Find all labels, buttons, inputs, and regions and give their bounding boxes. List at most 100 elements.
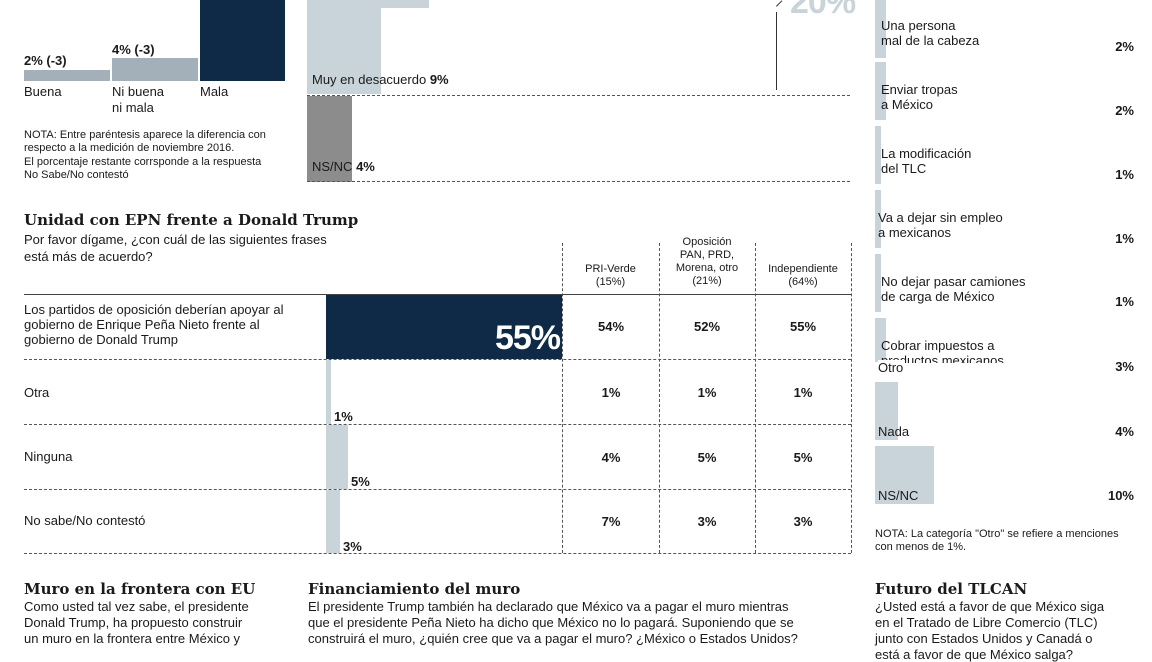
- table-top-rule: [24, 294, 851, 295]
- row-1-total-bar: [326, 295, 562, 359]
- row-4-label: No sabe/No contestó: [24, 513, 146, 528]
- row-2-total-bar: [326, 360, 331, 424]
- right-value-8: 4%: [1115, 424, 1134, 439]
- row-4-total-bar: [326, 490, 340, 553]
- divider-mid-1: [307, 95, 850, 96]
- row-1-oposicion: 52%: [693, 319, 721, 334]
- bar-buena-value: 2% (-3): [24, 53, 67, 68]
- row-2-independiente: 1%: [793, 385, 813, 400]
- right-value-7: 3%: [1115, 359, 1134, 374]
- tlc-text-1: ¿Usted está a favor de que México siga: [875, 599, 1105, 614]
- row-divider-2: [24, 424, 851, 425]
- right-bar-7: [875, 382, 898, 440]
- tlc-text-4: está a favor de que México salga?: [875, 647, 1074, 662]
- row-3-total-bar: [326, 425, 348, 489]
- tlc-text-3: junto con Estados Unidos y Canadá o: [875, 631, 1093, 646]
- right-item-2-b: a México: [881, 97, 934, 112]
- note-line-3: El porcentaje restante corrsponde a la r…: [24, 156, 262, 168]
- unidad-question-2: está más de acuerdo?: [24, 249, 153, 264]
- bracket-tick: [776, 0, 789, 13]
- right-item-7: Otro: [878, 360, 906, 375]
- right-item-1-b: mal de la cabeza: [881, 33, 980, 48]
- row-2-total-value: 1%: [334, 409, 353, 424]
- row-divider-3: [24, 489, 851, 490]
- row-1-label-b: gobierno de Enrique Peña Nieto frente al: [24, 317, 260, 332]
- muro-title: Muro en la frontera con EU: [24, 580, 256, 598]
- row-3-label: Ninguna: [24, 449, 73, 464]
- right-item-6: Cobrar impuestos a productos mexicanos: [881, 338, 1004, 363]
- right-bar-8: [875, 446, 934, 504]
- muro-text-3: un muro en la frontera entre México y: [24, 631, 241, 646]
- col-header-op-4: (21%): [692, 275, 722, 287]
- right-item-4-a: Va a dejar sin empleo: [878, 210, 1003, 225]
- right-item-5-a: No dejar pasar camiones: [881, 274, 1026, 289]
- right-item-4-b: a mexicanos: [878, 225, 951, 240]
- row-1-independiente: 55%: [789, 319, 817, 334]
- col-header-op-1: Oposición: [682, 236, 732, 248]
- right-item-5-b: de carga de México: [881, 289, 995, 304]
- fin-text-3: construirá el muro, ¿quién cree que va a…: [308, 631, 798, 646]
- bar-mala: [200, 0, 285, 81]
- right-bar-1: [875, 0, 886, 58]
- right-item-8: Nada: [878, 424, 910, 439]
- right-note-2: con menos de 1%.: [875, 541, 967, 553]
- row-4-oposicion: 3%: [697, 514, 717, 529]
- bar-ni-buena: [112, 58, 198, 81]
- right-item-6-a: Cobrar impuestos a: [881, 338, 995, 353]
- col-divider-4: [851, 243, 852, 553]
- label-muy-desacuerdo: Muy en desacuerdo 9%: [312, 72, 449, 87]
- col-divider-2: [659, 243, 660, 553]
- right-value-1: 2%: [1115, 39, 1134, 54]
- col-divider-1: [562, 243, 563, 553]
- row-4-independiente: 3%: [793, 514, 813, 529]
- bar-buena: [24, 70, 110, 81]
- row-4-pri: 7%: [601, 514, 621, 529]
- row-1-pri: 54%: [597, 319, 625, 334]
- col-header-op-2: PAN, PRD,: [679, 249, 735, 261]
- col-divider-3: [755, 243, 756, 553]
- right-item-6-b: productos mexicanos: [881, 353, 1004, 363]
- label-buena: Buena: [24, 84, 62, 99]
- fin-text-1: El presidente Trump también ha declarado…: [308, 599, 789, 614]
- bar-nsnc-mid: [307, 96, 352, 182]
- unidad-title: Unidad con EPN frente a Donald Trump: [24, 211, 359, 229]
- right-bar-5: [875, 254, 881, 312]
- fin-title: Financiamiento del muro: [308, 580, 521, 598]
- label-nsnc-mid: NS/NC 4%: [312, 159, 375, 174]
- row-1-total-value: 55%: [494, 319, 561, 357]
- note-line-2: respecto a la medición de noviembre 2016…: [24, 142, 235, 154]
- right-note-1: NOTA: La categoría "Otro" se refiere a m…: [875, 528, 1119, 540]
- right-item-2: Enviar tropas a México: [881, 82, 958, 112]
- col-header-ind-1: Independiente: [768, 263, 838, 275]
- row-3-pri: 4%: [601, 450, 621, 465]
- note-line-1: NOTA: Entre paréntesis aparece la difere…: [24, 129, 266, 141]
- right-value-9: 10%: [1107, 488, 1134, 503]
- col-header-pri: PRI-Verde (15%): [562, 263, 659, 289]
- row-divider-1: [24, 359, 851, 360]
- right-value-3: 1%: [1115, 167, 1134, 182]
- right-value-2: 2%: [1115, 103, 1134, 118]
- right-value-4: 1%: [1115, 231, 1134, 246]
- row-2-pri: 1%: [601, 385, 621, 400]
- row-3-independiente: 5%: [793, 450, 813, 465]
- nsnc-mid-value: 4%: [356, 159, 375, 174]
- partial-pct-big: 20%: [790, 0, 856, 21]
- unidad-question-1: Por favor dígame, ¿con cuál de las sigui…: [24, 232, 327, 247]
- divider-mid-2: [307, 181, 850, 182]
- tlc-title: Futuro del TLCAN: [875, 580, 1028, 598]
- right-bar-6: [875, 318, 886, 362]
- label-ni-buena-1: Ni buena: [112, 84, 165, 99]
- col-header-oposicion: Oposición PAN, PRD, Morena, otro (21%): [659, 236, 755, 288]
- label-mala: Mala: [200, 84, 229, 99]
- muy-desacuerdo-text: Muy en desacuerdo: [312, 72, 427, 87]
- row-1-label-a: Los partidos de oposición deberían apoya…: [24, 302, 284, 317]
- row-1-label: Los partidos de oposición deberían apoya…: [24, 302, 283, 347]
- right-item-1: Una persona mal de la cabeza: [881, 18, 979, 48]
- right-item-3-a: La modificación: [881, 146, 972, 161]
- col-header-pri-2: (15%): [595, 276, 626, 288]
- nsnc-mid-text: NS/NC: [312, 159, 353, 174]
- tlc-text-2: en el Tratado de Libre Comercio (TLC): [875, 615, 1098, 630]
- right-item-4: Va a dejar sin empleo a mexicanos: [878, 210, 1003, 240]
- bar-ni-value: 4% (-3): [112, 42, 155, 57]
- bracket-line: [776, 12, 777, 90]
